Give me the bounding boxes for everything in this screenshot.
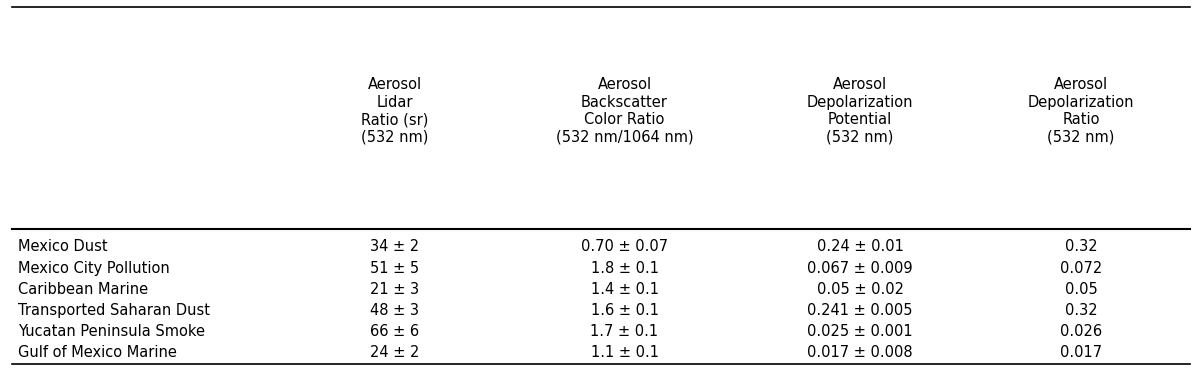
Text: 1.7 ± 0.1: 1.7 ± 0.1 bbox=[590, 324, 659, 339]
Text: 21 ± 3: 21 ± 3 bbox=[370, 282, 419, 297]
Text: 0.017: 0.017 bbox=[1060, 345, 1102, 360]
Text: Transported Saharan Dust: Transported Saharan Dust bbox=[18, 303, 210, 318]
Text: 0.05 ± 0.02: 0.05 ± 0.02 bbox=[816, 282, 904, 297]
Text: 1.8 ± 0.1: 1.8 ± 0.1 bbox=[590, 260, 659, 276]
Text: Mexico City Pollution: Mexico City Pollution bbox=[18, 260, 169, 276]
Text: 0.026: 0.026 bbox=[1060, 324, 1102, 339]
Text: Gulf of Mexico Marine: Gulf of Mexico Marine bbox=[18, 345, 177, 360]
Text: Aerosol
Depolarization
Potential
(532 nm): Aerosol Depolarization Potential (532 nm… bbox=[807, 78, 914, 145]
Text: 0.067 ± 0.009: 0.067 ± 0.009 bbox=[808, 260, 914, 276]
Text: 48 ± 3: 48 ± 3 bbox=[370, 303, 419, 318]
Text: 1.4 ± 0.1: 1.4 ± 0.1 bbox=[590, 282, 659, 297]
Text: Aerosol
Lidar
Ratio (sr)
(532 nm): Aerosol Lidar Ratio (sr) (532 nm) bbox=[361, 78, 429, 145]
Text: 0.70 ± 0.07: 0.70 ± 0.07 bbox=[581, 239, 668, 255]
Text: 24 ± 2: 24 ± 2 bbox=[370, 345, 419, 360]
Text: 1.6 ± 0.1: 1.6 ± 0.1 bbox=[590, 303, 659, 318]
Text: 51 ± 5: 51 ± 5 bbox=[370, 260, 419, 276]
Text: 0.32: 0.32 bbox=[1065, 239, 1097, 255]
Text: 0.05: 0.05 bbox=[1065, 282, 1097, 297]
Text: 0.017 ± 0.008: 0.017 ± 0.008 bbox=[808, 345, 914, 360]
Text: Yucatan Peninsula Smoke: Yucatan Peninsula Smoke bbox=[18, 324, 204, 339]
Text: Aerosol
Depolarization
Ratio
(532 nm): Aerosol Depolarization Ratio (532 nm) bbox=[1028, 78, 1135, 145]
Text: 0.241 ± 0.005: 0.241 ± 0.005 bbox=[808, 303, 912, 318]
Text: 0.072: 0.072 bbox=[1060, 260, 1102, 276]
Text: 66 ± 6: 66 ± 6 bbox=[370, 324, 419, 339]
Text: 0.24 ± 0.01: 0.24 ± 0.01 bbox=[816, 239, 904, 255]
Text: 1.1 ± 0.1: 1.1 ± 0.1 bbox=[590, 345, 659, 360]
Text: 0.025 ± 0.001: 0.025 ± 0.001 bbox=[808, 324, 914, 339]
Text: Caribbean Marine: Caribbean Marine bbox=[18, 282, 148, 297]
Text: 0.32: 0.32 bbox=[1065, 303, 1097, 318]
Text: 34 ± 2: 34 ± 2 bbox=[370, 239, 419, 255]
Text: Mexico Dust: Mexico Dust bbox=[18, 239, 107, 255]
Text: Aerosol
Backscatter
Color Ratio
(532 nm/1064 nm): Aerosol Backscatter Color Ratio (532 nm/… bbox=[555, 78, 694, 145]
